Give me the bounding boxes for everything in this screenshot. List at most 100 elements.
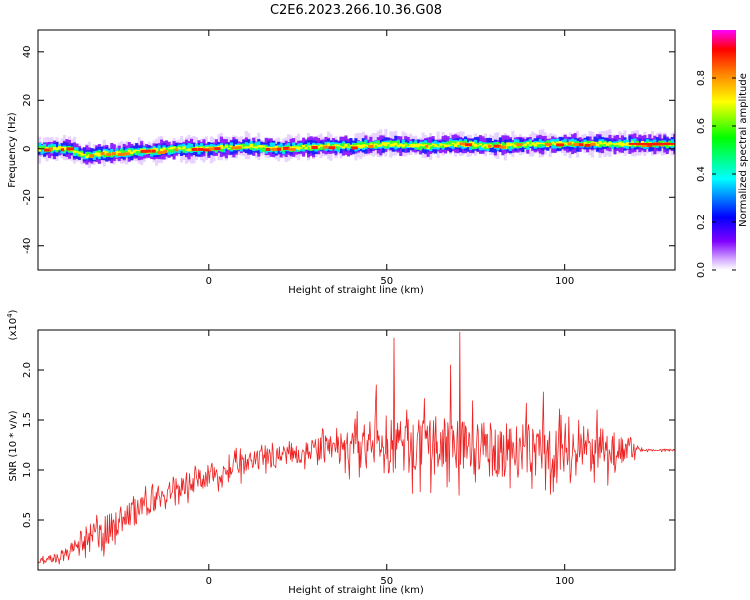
spectrogram-cell	[541, 142, 545, 144]
spectrogram-cell	[456, 141, 460, 145]
spectrogram-cell	[598, 141, 602, 148]
spectrogram-peak-cell	[465, 143, 473, 147]
spectrogram-cell	[456, 142, 460, 148]
spectrogram-cell	[551, 141, 555, 144]
spectrogram-cell	[454, 143, 458, 148]
spectrogram-cell	[339, 143, 343, 147]
spectrogram-cell	[605, 143, 610, 146]
spectrogram-cell	[299, 144, 303, 150]
spectrogram-cell	[135, 150, 139, 156]
spectrogram-cell	[95, 152, 99, 156]
spectrogram-cell	[252, 146, 256, 149]
spectrogram-peak-cell	[151, 149, 156, 153]
spectrogram-cell	[406, 143, 410, 147]
spectrogram-cell	[625, 142, 629, 146]
spectrogram-cell	[506, 142, 510, 147]
spectrogram-peak-cell	[123, 152, 130, 156]
spectrogram-peak-cell	[487, 144, 492, 148]
spectrogram-cell	[294, 146, 298, 150]
spectrogram-cell	[389, 144, 393, 147]
spectrogram-x-ticks: 0 50 100	[206, 30, 574, 287]
spectrogram-cell	[406, 145, 410, 147]
spectrogram-cell	[411, 144, 415, 148]
spectrogram-peak-cell	[544, 142, 552, 146]
spectrogram-cell	[120, 149, 124, 156]
spectrogram-cell	[269, 147, 273, 149]
spectrogram-cell	[483, 144, 487, 146]
spectrogram-cell	[264, 147, 268, 149]
spectrogram-peak-cell	[516, 143, 523, 147]
spectrogram-peak-cell	[322, 145, 329, 149]
spectrogram-cell	[274, 145, 278, 149]
spectrogram-cell	[187, 143, 191, 153]
spectrogram-peak-cell	[117, 152, 125, 156]
spectrogram-cell	[496, 142, 500, 148]
spectrogram-cell	[179, 148, 184, 150]
snr-y-tick-label: 2.0	[22, 362, 33, 378]
spectrogram-cell	[419, 143, 423, 146]
spectrogram-cell	[127, 149, 131, 154]
spectrogram-cell	[247, 146, 251, 149]
spectrogram-peak-cell	[203, 148, 211, 152]
spectrogram-y-tick-label: -40	[22, 238, 33, 254]
spectrogram-peak-cell	[100, 152, 105, 156]
spectrogram-cell	[92, 153, 96, 157]
spectrogram-x-tick-label: 50	[380, 276, 393, 287]
spectrogram-cell	[419, 144, 423, 151]
spectrogram-peak-cell	[311, 146, 318, 150]
spectrogram-cell	[252, 143, 256, 148]
spectrogram-cell	[603, 142, 607, 145]
spectrogram-cell	[391, 143, 395, 147]
spectrogram-cell	[521, 144, 525, 147]
spectrogram-cell	[501, 142, 505, 148]
spectrogram-cell	[307, 145, 311, 147]
spectrogram-cell	[665, 142, 669, 149]
snr-x-tick-label: 100	[555, 576, 574, 587]
spectrogram-cell	[155, 150, 159, 154]
spectrogram-cell	[115, 151, 119, 155]
spectrogram-cell	[189, 147, 194, 152]
spectrogram-cell	[618, 141, 622, 146]
spectrogram-y-ticks: -40 -20 0 20 40	[22, 45, 675, 254]
spectrogram-cell	[436, 143, 440, 148]
snr-y-ticks: 0.5 1.0 1.5 2.0	[22, 362, 675, 528]
spectrogram-cell	[110, 152, 114, 156]
spectrogram-cell	[224, 145, 228, 148]
spectrogram-cell	[242, 147, 246, 149]
spectrogram-cell	[170, 147, 174, 150]
spectrogram-cell	[222, 145, 226, 153]
spectrogram-cell	[105, 151, 109, 155]
spectrogram-peak-cell	[288, 147, 296, 151]
spectrogram-peak-cell	[584, 143, 591, 147]
spectrogram-cell	[446, 144, 450, 147]
spectrogram-cell	[172, 146, 176, 149]
spectrogram-peak-cell	[556, 143, 565, 147]
colorbar-tick-label: 0.0	[696, 262, 707, 278]
spectrogram-peak-cell	[237, 146, 242, 150]
spectrogram-cell	[481, 142, 485, 147]
spectrogram-cell	[85, 155, 89, 159]
spectrogram-peak-cell	[89, 154, 95, 158]
spectrogram-y-tick-label: 40	[22, 45, 33, 58]
spectrogram-cell	[92, 153, 96, 155]
spectrogram-cell	[521, 142, 525, 145]
spectrogram-cell	[346, 146, 350, 149]
spectrogram-cell	[227, 144, 231, 151]
spectrogram-cell	[558, 141, 562, 145]
spectrogram-cell	[177, 147, 181, 150]
spectrogram-cell	[409, 144, 413, 148]
spectrogram-heatmap	[38, 128, 675, 169]
spectrogram-cell	[182, 146, 186, 150]
spectrogram-peak-cell	[140, 149, 148, 153]
spectrogram-cell	[57, 146, 62, 150]
spectrogram-cell	[563, 142, 567, 145]
spectrogram-cell	[404, 144, 408, 146]
spectrogram-x-tick-label: 0	[206, 276, 212, 287]
spectrogram-cell	[354, 143, 358, 148]
snr-multiplier-exponent: 4	[6, 313, 14, 318]
spectrogram-cell	[541, 142, 545, 146]
spectrogram-cell	[304, 144, 308, 148]
spectrogram-cell	[471, 141, 475, 146]
spectrogram-cell	[478, 143, 483, 146]
spectrogram-cell	[60, 146, 64, 149]
